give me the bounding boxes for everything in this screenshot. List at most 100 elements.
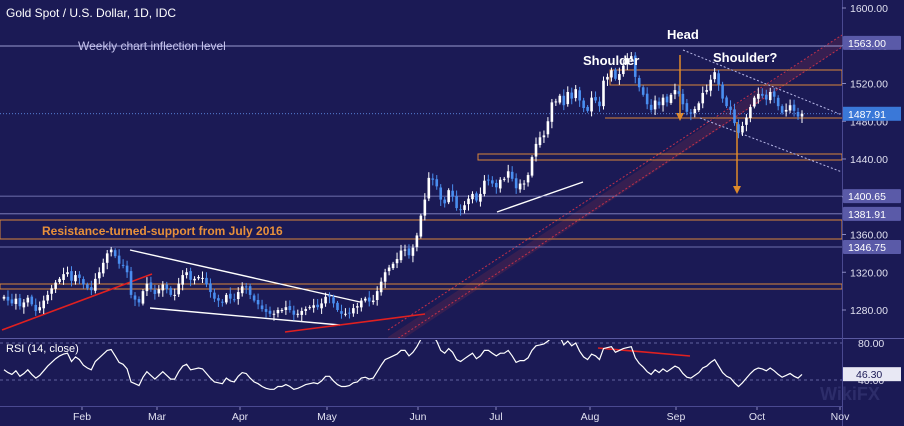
candle-body xyxy=(494,182,498,188)
candle-body xyxy=(447,190,450,203)
candle-body xyxy=(105,253,109,263)
candle-body xyxy=(161,284,165,291)
falling-channel-lower xyxy=(699,117,842,173)
candle-body xyxy=(181,275,184,285)
candle-body xyxy=(427,177,431,199)
y-tick-label: 1320.00 xyxy=(850,267,888,279)
candle-body xyxy=(510,171,514,179)
candle-body xyxy=(681,93,685,105)
candle-body xyxy=(26,297,30,303)
candle-body xyxy=(292,310,296,315)
candle-body xyxy=(42,300,46,309)
candle-body xyxy=(772,91,776,97)
candle-body xyxy=(165,284,169,290)
candle-body xyxy=(764,94,768,100)
candle-body xyxy=(415,235,419,248)
candle-body xyxy=(673,90,677,95)
candle-body xyxy=(661,97,665,106)
candle-body xyxy=(157,289,161,294)
last-price-label: 1487.91 xyxy=(848,109,886,121)
march-zone xyxy=(0,283,842,290)
candle-body xyxy=(46,294,49,301)
candle-body xyxy=(578,90,581,101)
candle-body xyxy=(574,89,578,99)
candle-body xyxy=(697,103,701,111)
candle-body xyxy=(101,262,105,274)
candle-body xyxy=(375,291,379,300)
candle-body xyxy=(228,293,232,299)
candle-body xyxy=(137,299,141,303)
candle-body xyxy=(566,91,570,105)
candle-body xyxy=(518,183,522,190)
candle-body xyxy=(336,302,339,310)
candle-body xyxy=(669,94,673,103)
candle-body xyxy=(90,287,93,291)
falling-channel-upper xyxy=(682,49,842,116)
candle-body xyxy=(177,283,180,295)
candle-body xyxy=(22,302,26,308)
candle-body xyxy=(197,276,200,279)
candle-body xyxy=(30,296,34,305)
candle-body xyxy=(70,271,73,281)
candle-body xyxy=(506,171,510,178)
candle-body xyxy=(407,248,411,256)
candle-body xyxy=(685,103,689,112)
candle-body xyxy=(280,310,284,312)
candle-body xyxy=(514,178,518,189)
head-arrow-tip xyxy=(676,113,684,121)
candle-body xyxy=(475,193,478,201)
candle-body xyxy=(117,255,121,264)
candle-body xyxy=(360,300,363,308)
candle-body xyxy=(554,101,558,103)
red-trendline-1 xyxy=(1,273,153,331)
candle-body xyxy=(288,306,292,310)
candle-body xyxy=(320,303,323,309)
candle-body xyxy=(14,298,18,304)
candle-body xyxy=(594,97,597,101)
candle-body xyxy=(626,58,629,65)
x-tick-label: Feb xyxy=(73,411,91,423)
x-tick-label: Jun xyxy=(410,411,427,423)
candle-body xyxy=(173,294,177,296)
candle-body xyxy=(399,250,403,261)
candle-body xyxy=(411,247,415,256)
candle-body xyxy=(371,300,375,303)
candle-body xyxy=(526,175,530,183)
candle-body xyxy=(379,281,383,293)
x-tick-label: May xyxy=(317,411,338,423)
price-level-label: 1381.91 xyxy=(848,209,886,221)
annotation-head: Head xyxy=(667,27,699,42)
candle-body xyxy=(97,272,101,279)
candle-body xyxy=(213,292,216,299)
shoulder-box xyxy=(609,69,842,86)
candle-body xyxy=(792,104,796,111)
price-level-tag xyxy=(843,206,901,221)
candle-body xyxy=(784,109,788,112)
candle-body xyxy=(391,263,395,269)
candle-body xyxy=(189,271,192,280)
x-tick-label: Sep xyxy=(667,411,686,423)
candle-body xyxy=(62,274,65,280)
candle-body xyxy=(209,283,212,293)
candle-body xyxy=(487,179,490,181)
candle-body xyxy=(502,178,506,180)
rsi-value-tag xyxy=(843,367,901,382)
candle-body xyxy=(721,84,724,99)
candle-body xyxy=(367,297,371,302)
candle-body xyxy=(558,95,562,103)
candle-body xyxy=(395,259,399,264)
candle-body xyxy=(717,73,720,85)
candle-body xyxy=(284,307,288,310)
candle-body xyxy=(796,112,800,117)
x-tick-label: Nov xyxy=(831,411,850,423)
candle-body xyxy=(352,308,355,314)
candle-body xyxy=(264,309,268,312)
candle-body xyxy=(463,205,466,210)
candle-body xyxy=(443,199,446,204)
candle-body xyxy=(348,312,351,314)
rsi-value-label: 46.30 xyxy=(856,369,882,381)
candle-body xyxy=(50,288,53,294)
candle-body xyxy=(419,215,423,237)
candle-body xyxy=(133,295,137,300)
